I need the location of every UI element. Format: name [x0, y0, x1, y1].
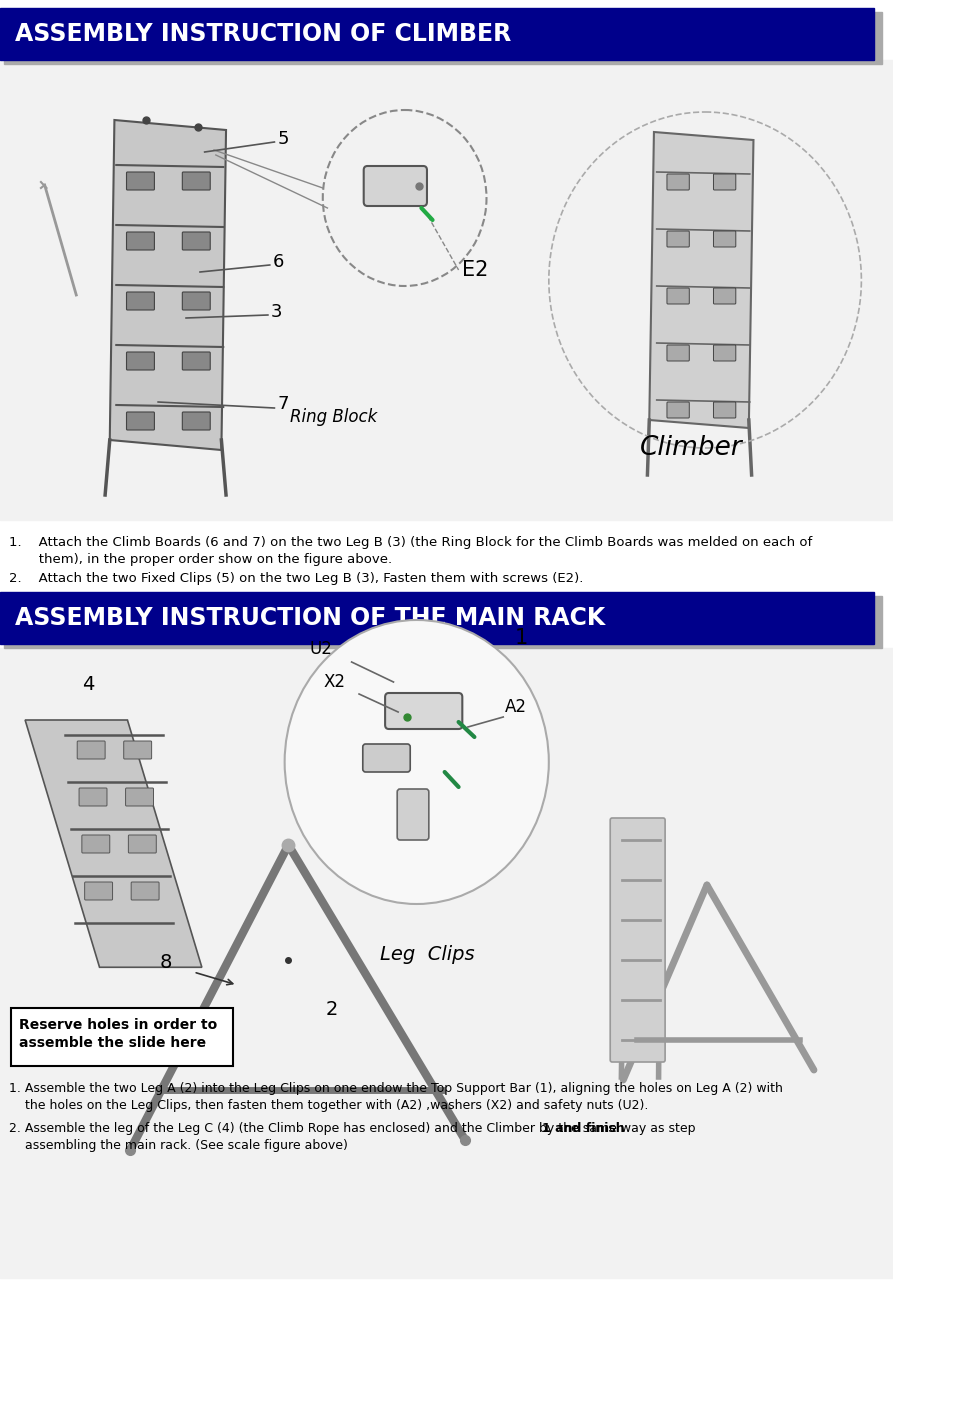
- Text: 1 and finish: 1 and finish: [542, 1122, 625, 1135]
- FancyBboxPatch shape: [713, 288, 735, 304]
- Text: A2: A2: [505, 697, 527, 716]
- Text: Ring Block: Ring Block: [290, 408, 377, 426]
- Text: the holes on the Leg Clips, then fasten them together with (A2) ,washers (X2) an: the holes on the Leg Clips, then fasten …: [10, 1099, 649, 1112]
- FancyBboxPatch shape: [182, 352, 210, 370]
- FancyBboxPatch shape: [127, 172, 155, 190]
- Polygon shape: [649, 132, 754, 427]
- Bar: [0, 8, 875, 60]
- Bar: [4, 596, 882, 648]
- Text: 7: 7: [277, 395, 289, 413]
- FancyBboxPatch shape: [713, 231, 735, 247]
- FancyBboxPatch shape: [182, 232, 210, 250]
- Text: them), in the proper order show on the figure above.: them), in the proper order show on the f…: [10, 553, 393, 567]
- FancyBboxPatch shape: [667, 288, 689, 304]
- FancyBboxPatch shape: [713, 174, 735, 190]
- FancyBboxPatch shape: [713, 402, 735, 418]
- Bar: [0, 648, 893, 1278]
- Text: 2.    Attach the two Fixed Clips (5) on the two Leg B (3), Fasten them with scre: 2. Attach the two Fixed Clips (5) on the…: [10, 572, 584, 585]
- Text: ASSEMBLY INSTRUCTION OF CLIMBER: ASSEMBLY INSTRUCTION OF CLIMBER: [15, 22, 511, 46]
- FancyBboxPatch shape: [79, 787, 107, 806]
- FancyBboxPatch shape: [611, 818, 665, 1062]
- FancyBboxPatch shape: [667, 344, 689, 361]
- Circle shape: [285, 620, 549, 904]
- FancyBboxPatch shape: [127, 292, 155, 309]
- Text: 1: 1: [515, 628, 528, 648]
- FancyBboxPatch shape: [713, 344, 735, 361]
- Text: 1. Assemble the two Leg A (2) into the Leg Clips on one endow the Top Support Ba: 1. Assemble the two Leg A (2) into the L…: [10, 1083, 783, 1095]
- Text: assembling the main rack. (See scale figure above): assembling the main rack. (See scale fig…: [10, 1139, 348, 1152]
- Text: 3: 3: [271, 304, 282, 321]
- FancyBboxPatch shape: [124, 741, 152, 759]
- FancyBboxPatch shape: [12, 1008, 232, 1066]
- FancyBboxPatch shape: [182, 292, 210, 309]
- Polygon shape: [25, 720, 202, 967]
- Text: 2. Assemble the leg of the Leg C (4) (the Climb Rope has enclosed) and the Climb: 2. Assemble the leg of the Leg C (4) (th…: [10, 1122, 700, 1135]
- FancyBboxPatch shape: [364, 166, 427, 207]
- Text: 8: 8: [160, 953, 173, 972]
- FancyBboxPatch shape: [129, 835, 156, 853]
- Text: Leg  Clips: Leg Clips: [379, 945, 474, 965]
- FancyBboxPatch shape: [182, 172, 210, 190]
- Text: 5: 5: [277, 129, 289, 148]
- Text: assemble the slide here: assemble the slide here: [18, 1036, 205, 1050]
- Polygon shape: [109, 120, 226, 450]
- FancyBboxPatch shape: [127, 412, 155, 430]
- Text: Climber: Climber: [640, 434, 743, 461]
- FancyBboxPatch shape: [667, 174, 689, 190]
- FancyBboxPatch shape: [182, 412, 210, 430]
- Text: Reserve holes in order to: Reserve holes in order to: [18, 1018, 217, 1032]
- FancyBboxPatch shape: [84, 882, 112, 900]
- Text: 4: 4: [82, 675, 94, 695]
- Text: 6: 6: [273, 253, 284, 271]
- FancyBboxPatch shape: [126, 787, 154, 806]
- Text: U2: U2: [310, 640, 332, 658]
- FancyBboxPatch shape: [363, 744, 410, 772]
- Text: 1.    Attach the Climb Boards (6 and 7) on the two Leg B (3) (the Ring Block for: 1. Attach the Climb Boards (6 and 7) on …: [10, 536, 812, 548]
- FancyBboxPatch shape: [77, 741, 105, 759]
- FancyBboxPatch shape: [127, 352, 155, 370]
- FancyBboxPatch shape: [127, 232, 155, 250]
- FancyBboxPatch shape: [397, 789, 429, 839]
- FancyBboxPatch shape: [82, 835, 109, 853]
- FancyBboxPatch shape: [667, 402, 689, 418]
- Bar: [4, 13, 882, 65]
- FancyBboxPatch shape: [132, 882, 159, 900]
- Bar: [0, 60, 893, 520]
- Text: 2: 2: [325, 1000, 338, 1019]
- Text: X2: X2: [324, 673, 346, 690]
- Text: E2: E2: [463, 260, 489, 280]
- FancyBboxPatch shape: [667, 231, 689, 247]
- Bar: [0, 592, 875, 644]
- FancyBboxPatch shape: [385, 693, 463, 728]
- Text: ASSEMBLY INSTRUCTION OF THE MAIN RACK: ASSEMBLY INSTRUCTION OF THE MAIN RACK: [15, 606, 605, 630]
